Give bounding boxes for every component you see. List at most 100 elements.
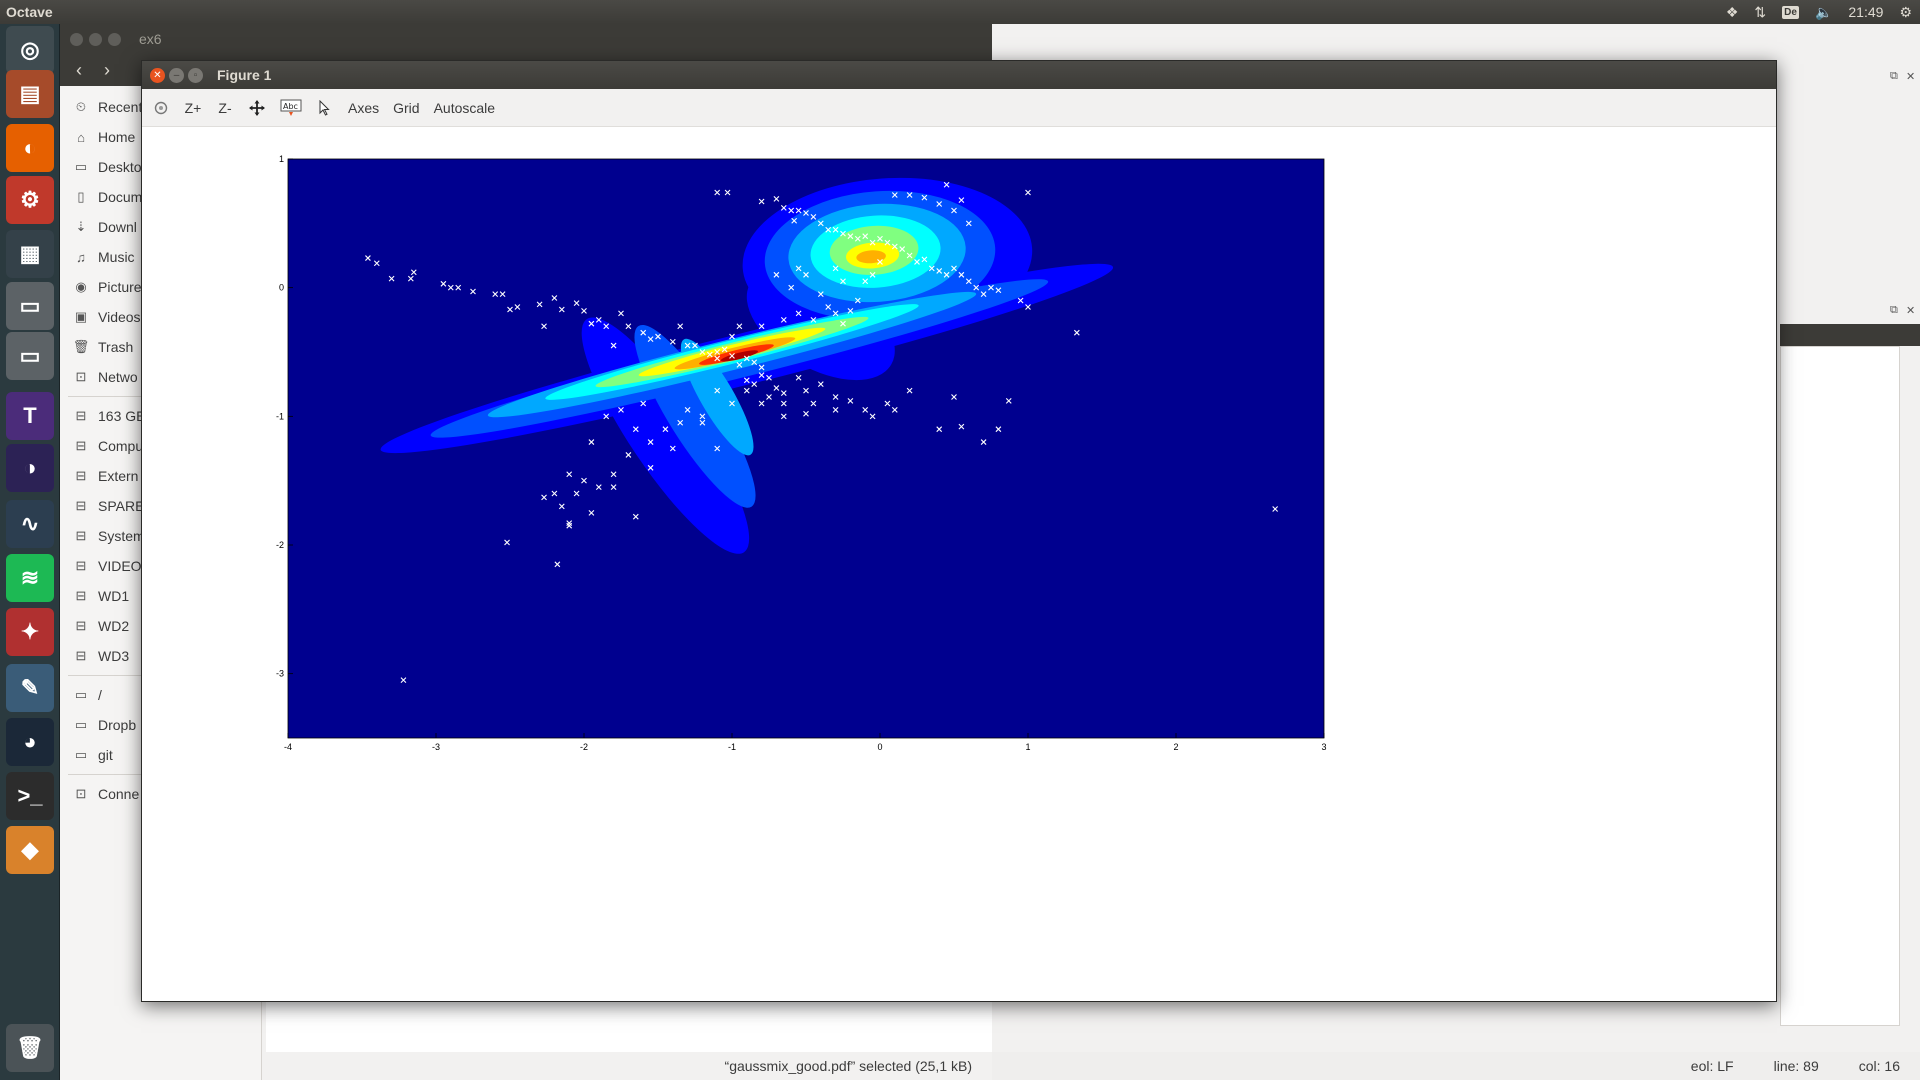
data-point-marker — [640, 329, 647, 336]
app-tools-icon[interactable]: ✎ — [6, 664, 54, 712]
sidebar-item-icon: ⊟ — [75, 588, 87, 603]
zoom-in-button[interactable]: Z+ — [184, 99, 202, 116]
eclipse-icon[interactable]: ◑ — [6, 444, 54, 492]
minimize-icon[interactable] — [89, 32, 102, 46]
workspaces-icon[interactable]: ▦ — [6, 230, 54, 278]
sidebar-item[interactable]: ⊟ Extern — [60, 461, 261, 491]
clock[interactable]: 21:49 — [1848, 4, 1884, 20]
x-tick-label: -3 — [432, 742, 440, 752]
settings-icon[interactable]: ⚙ — [6, 176, 54, 224]
drive-1-icon[interactable]: ▭ — [6, 282, 54, 330]
forward-icon[interactable]: › — [104, 59, 110, 80]
axes-button[interactable]: Axes — [348, 99, 380, 116]
sidebar-item[interactable]: ▭ git — [60, 740, 261, 770]
firefox-icon[interactable]: ◐ — [6, 124, 54, 172]
octave-icon[interactable]: ◆ — [6, 826, 54, 874]
close-icon[interactable] — [70, 32, 83, 46]
figure-titlebar[interactable]: ✕ – ▫ Figure 1 — [142, 61, 1776, 89]
sidebar-item[interactable]: ⊟ WD3 — [60, 641, 261, 671]
keyboard-layout-indicator[interactable]: De — [1782, 5, 1799, 19]
app-red-icon[interactable]: ✦ — [6, 608, 54, 656]
pane-float-icon[interactable]: ⧉ — [1890, 304, 1898, 316]
gaussmix-contour-chart[interactable]: -4 -3 -2 -1 0 1 2 3 1 0 -1 -2 -3 — [142, 127, 1776, 1001]
data-point-marker — [677, 419, 684, 426]
sidebar-item[interactable]: ⇣ Downl — [60, 212, 261, 242]
sidebar-item[interactable]: ⊡ Netwo — [60, 362, 261, 392]
sidebar-item[interactable]: ⊟ Compu — [60, 431, 261, 461]
steam-icon[interactable]: ◕ — [6, 718, 54, 766]
x-tick-label: -4 — [284, 742, 292, 752]
autoscale-button[interactable]: Autoscale — [433, 99, 496, 116]
data-point-marker — [780, 316, 787, 323]
sidebar-item[interactable]: ⏲ Recent — [60, 92, 261, 122]
select-icon[interactable] — [316, 99, 334, 116]
data-point-marker — [780, 413, 787, 420]
ubuntu-dash-icon[interactable]: ◎ — [6, 26, 54, 74]
zoom-out-button[interactable]: Z- — [218, 99, 232, 116]
sidebar-item[interactable]: ⌂ Home — [60, 122, 261, 152]
data-point-marker — [936, 201, 943, 207]
data-point-marker — [743, 355, 750, 362]
data-point-marker — [684, 342, 691, 349]
gear-icon[interactable]: ⚙ — [1899, 3, 1912, 20]
sidebar-item[interactable]: ⊟ System — [60, 521, 261, 551]
minimize-icon[interactable]: – — [169, 67, 184, 83]
system-monitor-icon[interactable]: ∿ — [6, 500, 54, 548]
maximize-icon[interactable]: ▫ — [188, 67, 203, 83]
sidebar-item-label: Docum — [98, 189, 143, 205]
spotify-icon[interactable]: ≋ — [6, 554, 54, 602]
sidebar-item[interactable]: ▯ Docum — [60, 182, 261, 212]
data-point-marker — [832, 226, 839, 233]
data-point-marker — [758, 364, 765, 371]
sidebar-item-label: Netwo — [98, 369, 138, 385]
data-point-marker — [847, 233, 854, 240]
editor-pane[interactable] — [1780, 346, 1900, 1026]
plot-area[interactable]: -4 -3 -2 -1 0 1 2 3 1 0 -1 -2 -3 — [142, 127, 1776, 1001]
sidebar-item[interactable]: ⊟ WD2 — [60, 611, 261, 641]
pan-icon[interactable] — [248, 99, 266, 116]
dropbox-icon[interactable]: ❖ — [1725, 3, 1739, 20]
sidebar-item[interactable]: ⊡ Conne — [60, 779, 261, 809]
data-point-marker — [499, 291, 506, 297]
files-icon[interactable]: ▤ — [6, 70, 54, 118]
sidebar-item-icon: ⏲ — [75, 99, 87, 114]
maximize-icon[interactable] — [108, 32, 121, 46]
volume-icon[interactable]: 🔈 — [1814, 3, 1833, 20]
data-point-marker — [825, 304, 832, 310]
data-point-marker — [662, 426, 669, 433]
texmaker-icon[interactable]: T — [6, 392, 54, 440]
network-icon[interactable]: ⇅ — [1754, 3, 1767, 20]
sidebar-item[interactable]: ⊟ VIDEO — [60, 551, 261, 581]
data-point-marker — [884, 400, 891, 407]
sidebar-item[interactable]: ◉ Picture — [60, 272, 261, 302]
sidebar-item[interactable]: ⊟ WD1 — [60, 581, 261, 611]
sidebar-item[interactable]: ⊟ 163 GE — [60, 401, 261, 431]
data-point-marker — [877, 235, 883, 242]
sidebar-item[interactable]: ⊟ SPARE — [60, 491, 261, 521]
sidebar-item[interactable]: ▭ Deskto — [60, 152, 261, 182]
back-icon[interactable]: ‹ — [76, 59, 82, 80]
grid-button[interactable]: Grid — [393, 99, 420, 116]
sidebar-item[interactable]: ♫ Music — [60, 242, 261, 272]
file-manager-titlebar[interactable]: ex6 — [60, 24, 992, 54]
sidebar-item[interactable]: ▭ / — [60, 680, 261, 710]
data-point-marker — [492, 291, 499, 297]
data-point-marker — [541, 494, 547, 501]
figure-window: ✕ – ▫ Figure 1 Z+ Z- Abc Axes Grid Autos… — [141, 60, 1777, 1002]
insert-text-icon[interactable]: Abc — [280, 99, 302, 117]
sidebar-item[interactable]: ▭ Dropb — [60, 710, 261, 740]
drive-2-icon[interactable]: ▭ — [6, 332, 54, 380]
data-point-marker — [647, 439, 654, 445]
terminal-icon[interactable]: >_ — [6, 772, 54, 820]
editor-statusbar: eol: LF line: 89 col: 16 — [992, 1052, 1920, 1080]
rotate-icon[interactable] — [152, 100, 170, 116]
sidebar-item[interactable]: ▣ Videos — [60, 302, 261, 332]
pane-close-icon[interactable]: ✕ — [1906, 305, 1916, 317]
pane-close-icon[interactable]: ✕ — [1906, 71, 1916, 83]
close-icon[interactable]: ✕ — [150, 67, 165, 83]
sidebar-item[interactable]: 🗑 Trash — [60, 332, 261, 362]
trash-icon[interactable]: 🗑 — [6, 1024, 54, 1072]
data-point-marker — [729, 400, 735, 407]
pane-float-icon[interactable]: ⧉ — [1890, 70, 1898, 82]
data-point-marker — [699, 419, 706, 426]
